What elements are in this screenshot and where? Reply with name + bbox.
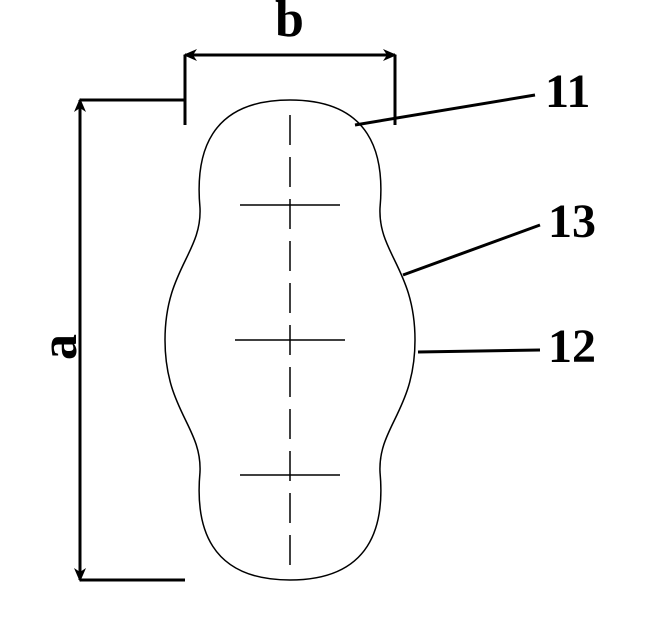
dimension-a: [80, 100, 185, 580]
dimension-b-text: b: [275, 0, 304, 48]
callout-13-text: 13: [548, 195, 596, 248]
dimension-b-label: b: [275, 0, 304, 49]
callouts: [355, 95, 540, 352]
callout-12-label: 12: [548, 319, 596, 374]
callout-11-label: 11: [545, 64, 590, 119]
centerlines: [235, 115, 345, 565]
callout-12-text: 12: [548, 320, 596, 373]
dimension-b: [185, 55, 395, 125]
dimension-a-label: a: [30, 334, 89, 360]
dimension-a-text: a: [31, 334, 88, 360]
callout-11-text: 11: [545, 65, 590, 118]
callout-13-label: 13: [548, 194, 596, 249]
